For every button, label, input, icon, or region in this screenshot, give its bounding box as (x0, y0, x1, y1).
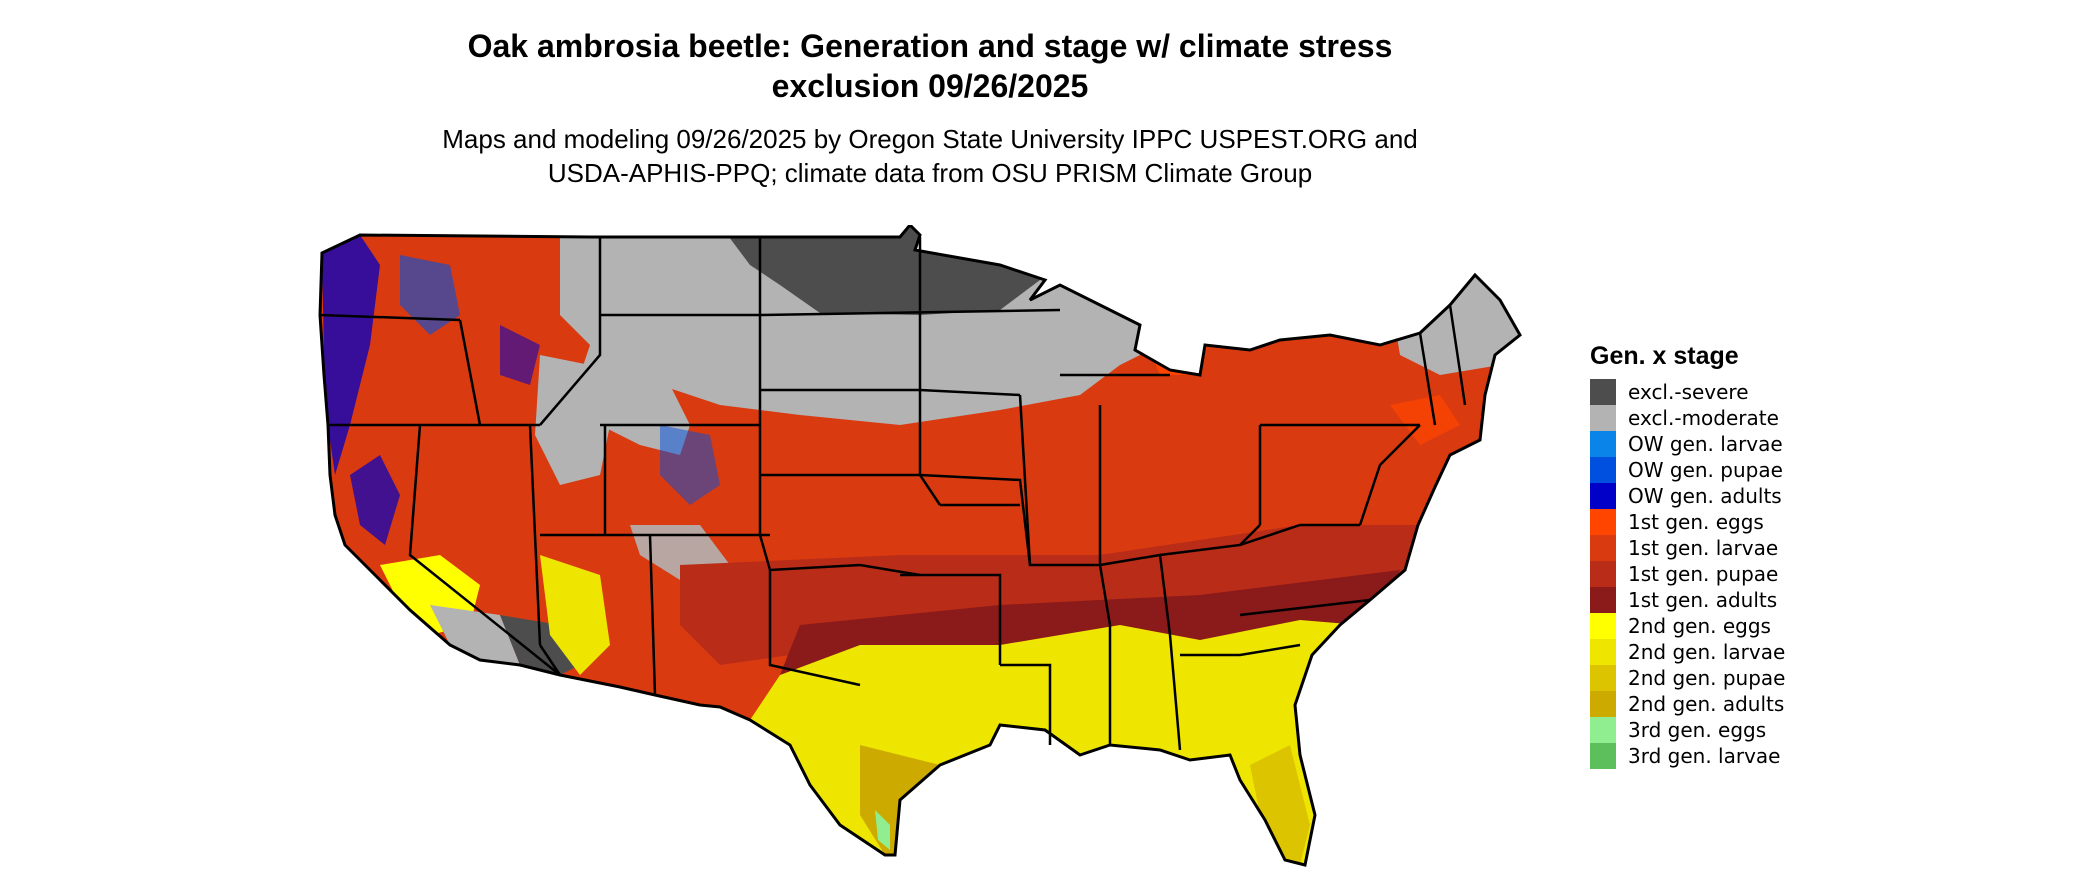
legend-item: OW gen. adults (1590, 483, 1785, 509)
map-subtitle-line-2: USDA-APHIS-PPQ; climate data from OSU PR… (547, 158, 1313, 188)
legend-swatch (1590, 431, 1616, 457)
legend-item: OW gen. pupae (1590, 457, 1785, 483)
legend-item: 2nd gen. larvae (1590, 639, 1785, 665)
legend-item: 1st gen. larvae (1590, 535, 1785, 561)
legend-label: excl.-severe (1628, 380, 1749, 404)
legend-item: 1st gen. pupae (1590, 561, 1785, 587)
legend-item: 2nd gen. eggs (1590, 613, 1785, 639)
us-generation-stage-map (318, 225, 1522, 867)
legend-item: 1st gen. eggs (1590, 509, 1785, 535)
legend-label: 1st gen. eggs (1628, 510, 1764, 534)
legend-item: excl.-severe (1590, 379, 1785, 405)
legend-swatch (1590, 639, 1616, 665)
legend-swatch (1590, 717, 1616, 743)
legend-swatch (1590, 535, 1616, 561)
legend-label: OW gen. pupae (1628, 458, 1783, 482)
legend-item: 2nd gen. adults (1590, 691, 1785, 717)
legend-item: OW gen. larvae (1590, 431, 1785, 457)
legend-swatch (1590, 587, 1616, 613)
legend: Gen. x stage excl.-severe excl.-moderate… (1590, 342, 1785, 769)
legend-label: 1st gen. pupae (1628, 562, 1779, 586)
legend-label: 2nd gen. larvae (1628, 640, 1786, 664)
legend-label: 3rd gen. eggs (1628, 718, 1767, 742)
legend-swatch (1590, 561, 1616, 587)
legend-label: OW gen. larvae (1628, 432, 1783, 456)
legend-label: 2nd gen. pupae (1628, 666, 1786, 690)
legend-label: excl.-moderate (1628, 406, 1779, 430)
legend-label: 1st gen. adults (1628, 588, 1778, 612)
legend-items: excl.-severe excl.-moderate OW gen. larv… (1590, 379, 1785, 769)
map-title-line-2: exclusion 09/26/2025 (771, 68, 1089, 104)
map-title-line-1: Oak ambrosia beetle: Generation and stag… (467, 28, 1393, 64)
legend-item: 3rd gen. eggs (1590, 717, 1785, 743)
legend-item: excl.-moderate (1590, 405, 1785, 431)
map-subtitle-line-1: Maps and modeling 09/26/2025 by Oregon S… (442, 124, 1418, 154)
legend-item: 1st gen. adults (1590, 587, 1785, 613)
legend-item: 2nd gen. pupae (1590, 665, 1785, 691)
legend-swatch (1590, 509, 1616, 535)
legend-swatch (1590, 665, 1616, 691)
legend-label: OW gen. adults (1628, 484, 1782, 508)
legend-label: 1st gen. larvae (1628, 536, 1779, 560)
legend-swatch (1590, 613, 1616, 639)
legend-label: 2nd gen. eggs (1628, 614, 1771, 638)
legend-title: Gen. x stage (1590, 342, 1739, 370)
legend-swatch (1590, 483, 1616, 509)
legend-swatch (1590, 743, 1616, 769)
legend-swatch (1590, 457, 1616, 483)
legend-swatch (1590, 691, 1616, 717)
legend-label: 2nd gen. adults (1628, 692, 1785, 716)
legend-item: 3rd gen. larvae (1590, 743, 1785, 769)
legend-swatch (1590, 379, 1616, 405)
legend-swatch (1590, 405, 1616, 431)
legend-label: 3rd gen. larvae (1628, 744, 1781, 768)
